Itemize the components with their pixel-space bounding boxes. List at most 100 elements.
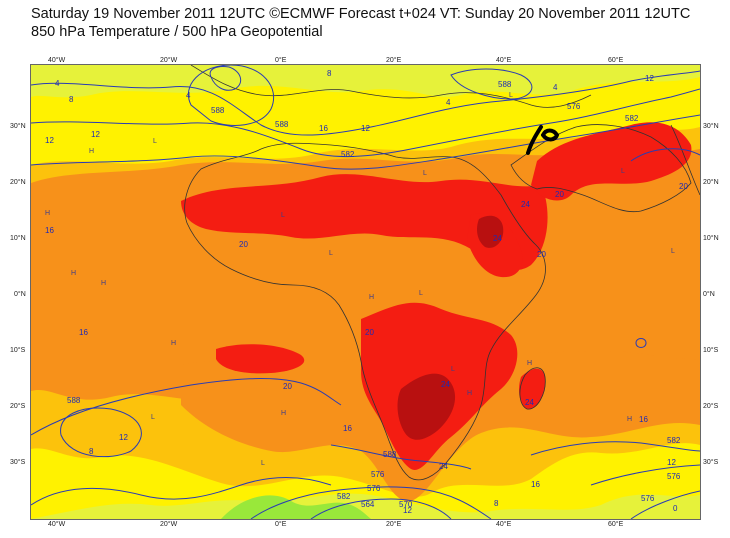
pressure-marker-low: L — [671, 248, 675, 255]
contour-label-geopotential: 588 — [67, 396, 81, 405]
temp-band-below-8-south — [221, 495, 371, 519]
lat-tick-left-30s: 30°S — [10, 459, 26, 466]
geopotential-contour-west-ring — [60, 407, 142, 458]
contour-label-temperature: 16 — [343, 424, 352, 433]
temp-band-24-28-sahara — [181, 174, 548, 271]
pressure-marker-high: H — [45, 210, 50, 217]
chart-title: Saturday 19 November 2011 12UTC ©ECMWF F… — [31, 6, 691, 22]
temp-band-above-28-south — [397, 373, 456, 440]
contour-label-temperature: 12 — [91, 130, 100, 139]
contour-label-geopotential: 576 — [667, 472, 681, 481]
contour-label-temperature: 20 — [365, 328, 374, 337]
geopotential-contour-576-south — [250, 486, 492, 519]
lon-tick-top-0e: 0°E — [275, 57, 287, 64]
pressure-marker-high: H — [171, 340, 176, 347]
lon-tick-bottom-60e: 60°E — [608, 521, 624, 528]
chart-subtitle: 850 hPa Temperature / 500 hPa Geopotenti… — [31, 24, 323, 40]
pressure-marker-high: H — [89, 148, 94, 155]
contour-label-temperature: 16 — [319, 124, 328, 133]
contour-label-geopotential: 576 — [371, 470, 385, 479]
lat-tick-right-10s: 10°S — [703, 347, 719, 354]
contour-label-temperature: 16 — [639, 415, 648, 424]
pressure-marker-low: L — [261, 460, 265, 467]
geopotential-contour-west-cell — [209, 66, 242, 91]
contour-label-temperature: 24 — [441, 380, 450, 389]
temp-band-8-12-south — [31, 493, 700, 519]
contour-label-temperature: 20 — [555, 190, 564, 199]
contour-label-temperature: 24 — [493, 234, 502, 243]
lon-tick-bottom-0e: 0°E — [275, 521, 287, 528]
coastlines — [184, 65, 700, 481]
lat-tick-left-10n: 10°N — [10, 235, 26, 242]
contour-label-temperature: 0 — [673, 504, 678, 513]
contour-label-geopotential: 588 — [275, 120, 289, 129]
pressure-marker-low: L — [621, 168, 625, 175]
contour-label-temperature: 8 — [69, 95, 74, 104]
geopotential-contour-588-north — [31, 114, 700, 170]
lat-tick-right-0n: 0°N — [703, 291, 715, 298]
contour-labels: 4 4 4 4 8 8 8 8 12 12 12 12 12 12 12 16 … — [45, 69, 688, 515]
temp-band-8-12-north — [31, 65, 700, 98]
geopotential-contour-576-east — [630, 490, 700, 519]
contour-label-geopotential: 576 — [641, 494, 655, 503]
pressure-marker-low: L — [151, 414, 155, 421]
contour-label-temperature: 4 — [186, 91, 191, 100]
contour-label-temperature: 12 — [667, 458, 676, 467]
lon-tick-bottom-20w: 20°W — [160, 521, 178, 528]
contour-label-temperature: 20 — [537, 250, 546, 259]
lon-tick-top-20e: 20°E — [386, 57, 402, 64]
contour-label-geopotential: 582 — [337, 492, 351, 501]
contour-label-temperature: 8 — [494, 499, 499, 508]
contour-label-temperature: 8 — [89, 447, 94, 456]
geopotential-contour-582-east — [590, 464, 700, 486]
contour-label-temperature: 24 — [521, 200, 530, 209]
lon-tick-top-20w: 20°W — [160, 57, 178, 64]
lat-tick-right-10n: 10°N — [703, 235, 719, 242]
geopotential-contour-576-north — [31, 70, 700, 136]
contour-label-geopotential: 582 — [667, 436, 681, 445]
contour-label-geopotential: 588 — [383, 450, 397, 459]
contour-label-temperature: 12 — [645, 74, 654, 83]
lat-tick-left-20s: 20°S — [10, 403, 26, 410]
contour-label-geopotential: 582 — [341, 150, 355, 159]
temp-band-24-28-madagascar — [519, 368, 546, 410]
africa-coastline — [184, 142, 546, 481]
contour-label-geopotential: 576 — [567, 102, 581, 111]
geopotential-contour-582-north — [31, 88, 700, 158]
contour-label-geopotential: 576 — [367, 484, 381, 493]
contour-label-temperature: 24 — [525, 398, 534, 407]
temp-band-above-28-east — [477, 215, 504, 248]
geopotential-contours — [31, 65, 700, 519]
pressure-marker-low: L — [281, 212, 285, 219]
pressure-marker-high: H — [369, 294, 374, 301]
pressure-marker-high: H — [101, 280, 106, 287]
geopotential-contour-582-south-b — [330, 444, 472, 470]
contour-label-temperature: 16 — [531, 480, 540, 489]
weather-map[interactable]: 4 4 4 4 8 8 8 8 12 12 12 12 12 12 12 16 … — [30, 64, 701, 520]
madagascar-coastline — [519, 367, 546, 410]
contour-label-temperature: 20 — [239, 240, 248, 249]
contour-label-temperature: 4 — [55, 79, 60, 88]
lon-tick-bottom-40e: 40°E — [496, 521, 512, 528]
geopotential-contour-564-northeast — [450, 68, 533, 100]
contour-label-geopotential: 564 — [361, 500, 375, 509]
contour-label-temperature: 8 — [327, 69, 332, 78]
contour-label-temperature: 12 — [119, 433, 128, 442]
contour-label-temperature: 12 — [361, 124, 370, 133]
india-coastline — [670, 124, 700, 196]
pressure-marker-low: L — [329, 250, 333, 257]
temp-band-24-28-arabia — [531, 122, 692, 201]
lon-tick-bottom-40w: 40°W — [48, 521, 66, 528]
contour-label-temperature: 24 — [439, 462, 448, 471]
lat-tick-right-30s: 30°S — [703, 459, 719, 466]
contour-label-temperature: 12 — [403, 506, 412, 515]
contour-label-temperature: 16 — [79, 328, 88, 337]
contour-label-temperature: 4 — [446, 98, 451, 107]
arabia-coastline — [510, 124, 692, 213]
pressure-marker-low: L — [423, 170, 427, 177]
pressure-marker-high: H — [627, 416, 632, 423]
lon-tick-top-60e: 60°E — [608, 57, 624, 64]
jet-marker — [526, 125, 560, 155]
pressure-marker-high: H — [467, 390, 472, 397]
lat-tick-left-30n: 30°N — [10, 123, 26, 130]
